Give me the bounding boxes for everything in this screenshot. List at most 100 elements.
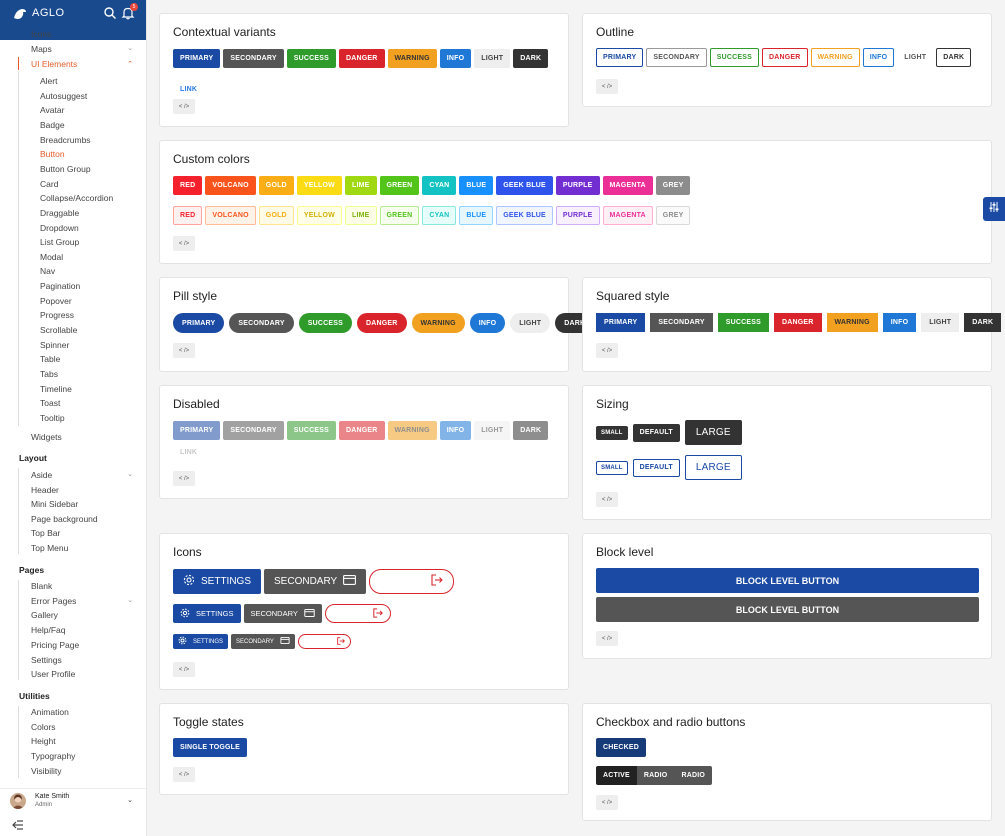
default-outline-button[interactable]: DEFAULT xyxy=(632,458,680,477)
primary-button[interactable]: PRIMARY xyxy=(173,313,225,333)
magenta-button[interactable]: MAGENTA xyxy=(602,206,653,225)
dark-button[interactable]: DARK xyxy=(936,48,972,67)
primary-button[interactable]: PRIMARY xyxy=(596,48,644,67)
sidebar-item[interactable]: Header xyxy=(31,484,59,495)
code-toggle-button[interactable]: < /> xyxy=(596,343,618,358)
sidebar-item[interactable]: Breadcrumbs xyxy=(40,134,91,145)
secondary-button[interactable]: SECONDARY xyxy=(223,421,284,440)
secondary-button[interactable]: SECONDARY xyxy=(650,313,713,332)
sidebar-item[interactable]: Animation xyxy=(31,707,69,717)
warning-button[interactable]: WARNING xyxy=(411,313,465,333)
bell-icon[interactable] xyxy=(121,6,135,20)
link-button[interactable]: LINK xyxy=(180,86,198,93)
lime-button[interactable]: LIME xyxy=(344,176,377,195)
danger-button[interactable]: DANGER xyxy=(338,421,385,440)
sidebar-item[interactable]: Aside xyxy=(31,470,53,480)
sidebar-item[interactable]: Tooltip xyxy=(40,412,65,423)
info-button[interactable]: INFO xyxy=(862,48,895,67)
sidebar-item[interactable]: Spinner xyxy=(40,339,70,350)
small-button[interactable]: SMALL xyxy=(596,425,628,440)
dark-button[interactable]: DARK xyxy=(513,421,549,440)
success-button[interactable]: SUCCESS xyxy=(298,313,352,333)
warning-button[interactable]: WARNING xyxy=(826,313,878,332)
search-icon[interactable] xyxy=(103,6,117,20)
chevron-down-icon[interactable]: ⌄ xyxy=(127,797,133,804)
code-toggle-button[interactable]: < /> xyxy=(596,79,618,94)
code-toggle-button[interactable]: < /> xyxy=(173,236,195,251)
sidebar-item[interactable]: Height xyxy=(31,736,56,747)
grey-button[interactable]: GREY xyxy=(655,176,691,195)
dark-button[interactable]: DARK xyxy=(964,313,1002,332)
sidebar-item[interactable]: Badge xyxy=(40,119,65,130)
sidebar-item-widgets[interactable]: Widgets xyxy=(31,432,62,442)
settings-tab[interactable] xyxy=(983,197,1005,221)
sidebar-item[interactable]: Top Bar xyxy=(31,528,61,539)
secondary-button[interactable]: SECONDARY xyxy=(223,49,284,68)
sidebar-item[interactable]: Typography xyxy=(31,751,76,762)
dark-button[interactable]: DARK xyxy=(513,49,549,68)
grey-button[interactable]: GREY xyxy=(655,206,691,225)
success-button[interactable]: SUCCESS xyxy=(286,49,336,68)
danger-button[interactable]: DANGER xyxy=(338,49,385,68)
light-button[interactable]: LIGHT xyxy=(474,49,511,68)
sidebar-item[interactable]: Modal xyxy=(40,251,64,262)
block-level-button-primary[interactable]: BLOCK LEVEL BUTTON xyxy=(596,568,979,593)
sidebar-item[interactable]: Pricing Page xyxy=(31,639,80,650)
info-button[interactable]: INFO xyxy=(882,313,917,332)
code-toggle-button[interactable]: < /> xyxy=(596,492,618,507)
sidebar-item[interactable]: Avatar xyxy=(40,105,65,116)
sidebar-item[interactable]: Top Menu xyxy=(31,543,69,553)
settings-button[interactable]: SETTINGS xyxy=(173,604,241,623)
yellow-button[interactable]: YELLOW xyxy=(296,206,342,225)
sidebar-item[interactable]: Toast xyxy=(40,398,61,409)
large-button[interactable]: LARGE xyxy=(684,420,742,445)
green-button[interactable]: GREEN xyxy=(379,176,420,195)
cyan-button[interactable]: CYAN xyxy=(422,206,457,225)
radio-button[interactable]: RADIO xyxy=(636,766,675,785)
gold-button[interactable]: GOLD xyxy=(258,176,294,195)
secondary-button[interactable]: SECONDARY xyxy=(264,569,367,594)
success-button[interactable]: SUCCESS xyxy=(717,313,769,332)
radio-button[interactable]: RADIO xyxy=(674,766,712,785)
sidebar-item[interactable]: Card xyxy=(40,178,59,189)
sidebar-item[interactable]: Autosuggest xyxy=(40,90,88,101)
collapse-sidebar-icon[interactable] xyxy=(12,820,24,833)
large-outline-button[interactable]: LARGE xyxy=(684,455,742,480)
blue-button[interactable]: BLUE xyxy=(459,176,494,195)
sidebar-item[interactable]: Page background xyxy=(31,513,98,524)
sidebar-item[interactable]: Tabs xyxy=(40,369,58,379)
green-button[interactable]: GREEN xyxy=(379,206,420,225)
volcano-button[interactable]: VOLCANO xyxy=(205,176,256,195)
settings-button[interactable]: SETTINGS xyxy=(173,569,262,594)
sidebar-item[interactable]: Alert xyxy=(40,76,58,86)
danger-button[interactable]: DANGER xyxy=(356,313,407,333)
sidebar-item[interactable]: Blank xyxy=(31,581,53,591)
sidebar-item[interactable]: Table xyxy=(40,354,61,365)
secondary-button[interactable]: SECONDARY xyxy=(231,634,295,649)
code-toggle-button[interactable]: < /> xyxy=(596,631,618,646)
sidebar-item-ui-elements[interactable]: UI Elements xyxy=(31,59,78,69)
logout-button[interactable]: LOG OUT xyxy=(369,569,455,594)
sidebar-item[interactable]: Button xyxy=(40,149,65,160)
purple-button[interactable]: PURPLE xyxy=(555,206,600,225)
cyan-button[interactable]: CYAN xyxy=(422,176,457,195)
user-panel[interactable] xyxy=(0,788,146,816)
success-button[interactable]: SUCCESS xyxy=(709,48,759,67)
checked-checkbox-button[interactable]: CHECKED xyxy=(596,738,647,757)
danger-button[interactable]: DANGER xyxy=(773,313,822,332)
logout-button[interactable]: LOG OUT xyxy=(297,634,351,649)
volcano-button[interactable]: VOLCANO xyxy=(205,206,256,225)
sidebar-item[interactable]: Popover xyxy=(40,295,72,306)
sidebar-item[interactable]: Colors xyxy=(31,721,56,732)
sidebar-item[interactable]: Pagination xyxy=(40,281,81,292)
light-button[interactable]: LIGHT xyxy=(897,48,934,67)
sidebar-item[interactable]: Gallery xyxy=(31,610,58,621)
geekblue-button[interactable]: GEEK BLUE xyxy=(496,206,553,225)
sidebar-item[interactable]: Draggable xyxy=(40,207,80,218)
primary-button[interactable]: PRIMARY xyxy=(173,49,221,68)
sidebar-item[interactable]: Progress xyxy=(40,310,75,321)
warning-button[interactable]: WARNING xyxy=(387,49,437,68)
light-button[interactable]: LIGHT xyxy=(510,313,551,333)
lime-button[interactable]: LIME xyxy=(344,206,377,225)
sidebar-item[interactable]: Help/Faq xyxy=(31,625,66,636)
